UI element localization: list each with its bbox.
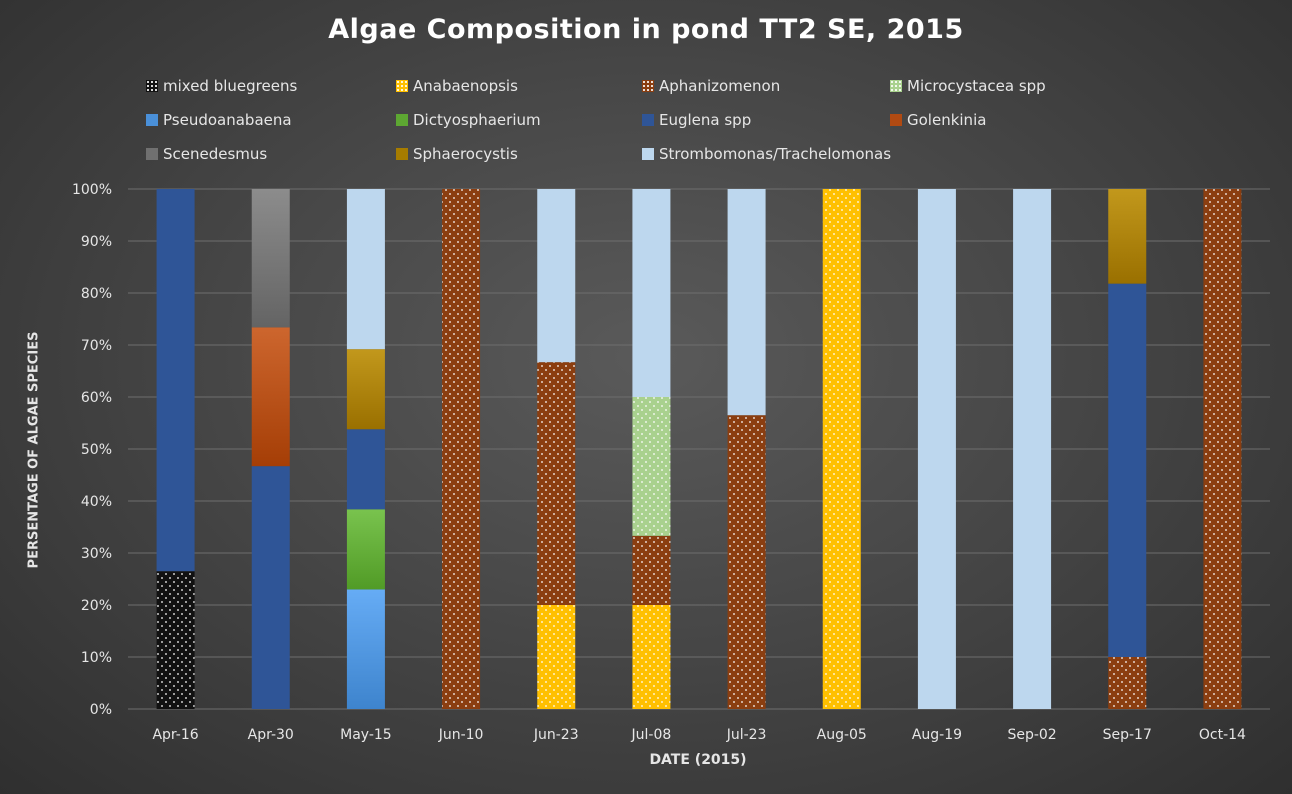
bar-segment (1108, 189, 1147, 284)
bar-segment (346, 429, 385, 510)
legend-item: Euglena spp (642, 110, 751, 130)
x-tick-label: Aug-05 (817, 727, 867, 743)
legend-label: Scenedesmus (163, 145, 268, 163)
x-tick-label: May-15 (340, 727, 392, 743)
bars (156, 189, 1242, 709)
legend-item: Scenedesmus (146, 144, 267, 164)
legend-label: Dictyosphaerium (413, 111, 541, 129)
legend-item: mixed bluegreens (146, 76, 297, 96)
bar-segment (822, 189, 861, 709)
bar-segment (727, 415, 766, 709)
legend-label: Pseudoanabaena (163, 111, 292, 129)
y-tick-label: 0% (90, 702, 112, 718)
x-tick-label: Sep-17 (1103, 727, 1152, 743)
bar-segment (156, 189, 195, 572)
legend-item: Dictyosphaerium (396, 110, 541, 130)
x-tick-label: Jun-23 (533, 727, 579, 743)
legend-swatch (642, 148, 654, 160)
bar-segment (346, 509, 385, 590)
legend-item: Microcystacea spp (890, 76, 1046, 96)
legend-label: Golenkinia (907, 111, 987, 129)
legend-swatch (146, 148, 158, 160)
bar-segment (1108, 657, 1147, 709)
legend-swatch (642, 80, 654, 92)
bar-segment (346, 189, 385, 350)
legend-swatch (890, 80, 902, 92)
x-tick-label: Sep-02 (1007, 727, 1056, 743)
bar-segment (251, 466, 290, 709)
bar-segment (156, 571, 195, 709)
legend-label: Aphanizomenon (659, 77, 781, 95)
legend-swatch (642, 114, 654, 126)
legend-label: Euglena spp (659, 111, 752, 129)
y-axis-ticks: 0% 10% 20% 30% 40% 50% 60% 70% 80% 90% 100% (72, 182, 112, 718)
gridlines (128, 188, 1270, 710)
x-tick-label: Apr-30 (248, 727, 294, 743)
bar-segment (632, 397, 671, 536)
bar-segment (442, 189, 481, 709)
legend-swatch (396, 114, 408, 126)
legend-label: mixed bluegreens (163, 77, 298, 95)
y-tick-label: 30% (81, 546, 112, 562)
legend-item: Sphaerocystis (396, 144, 518, 164)
legend-swatch (146, 114, 158, 126)
bar-segment (537, 605, 576, 709)
bar-segment (537, 362, 576, 605)
y-tick-label: 20% (81, 598, 112, 614)
legend-label: Strombomonas/Trachelomonas (659, 145, 892, 163)
bar-segment (727, 189, 766, 416)
y-tick-label: 80% (81, 286, 112, 302)
bar-segment (537, 189, 576, 363)
bar-segment (917, 189, 956, 709)
x-tick-label: Jun-10 (438, 727, 484, 743)
chart-title: Algae Composition in pond TT2 SE, 2015 (328, 14, 964, 45)
legend-swatch (396, 148, 408, 160)
legend-label: Microcystacea spp (907, 77, 1046, 95)
y-tick-label: 70% (81, 338, 112, 354)
legend-swatch (396, 80, 408, 92)
y-tick-label: 90% (81, 234, 112, 250)
x-tick-label: Oct-14 (1199, 727, 1246, 743)
legend-item: Strombomonas/Trachelomonas (642, 144, 891, 164)
legend-swatch (146, 80, 158, 92)
bar-segment (1108, 283, 1147, 657)
x-tick-label: Apr-16 (152, 727, 198, 743)
bar-segment (1203, 189, 1242, 709)
y-tick-label: 10% (81, 650, 112, 666)
x-tick-label: Aug-19 (912, 727, 962, 743)
legend-label: Sphaerocystis (413, 145, 518, 163)
legend-item: Anabaenopsis (396, 76, 518, 96)
x-axis-ticks: Apr-16 Apr-30 May-15 Jun-10 Jun-23 Jul-08 Jul-… (152, 727, 1246, 743)
y-tick-label: 40% (81, 494, 112, 510)
legend-item: Aphanizomenon (642, 76, 780, 96)
legend-item: Golenkinia (890, 110, 986, 130)
bar-segment (1013, 189, 1052, 709)
bar-segment (632, 189, 671, 397)
legend-item: Pseudoanabaena (146, 110, 292, 130)
y-tick-label: 100% (72, 182, 112, 198)
bar-segment (251, 189, 290, 328)
y-tick-label: 60% (81, 390, 112, 406)
x-tick-label: Jul-08 (631, 727, 672, 743)
bar-segment (632, 535, 671, 605)
bar-segment (251, 327, 290, 467)
legend: mixed bluegreens Anabaenopsis Aphanizomeno… (146, 76, 1256, 176)
y-tick-label: 50% (81, 442, 112, 458)
y-axis-title: PERSENTAGE OF ALGAE SPECIES (26, 331, 42, 569)
bar-segment (632, 605, 671, 709)
bar-segment (346, 589, 385, 709)
x-axis-title: DATE (2015) (649, 752, 747, 768)
legend-label: Anabaenopsis (413, 77, 518, 95)
x-tick-label: Jul-23 (726, 727, 767, 743)
bar-segment (346, 349, 385, 430)
legend-swatch (890, 114, 902, 126)
